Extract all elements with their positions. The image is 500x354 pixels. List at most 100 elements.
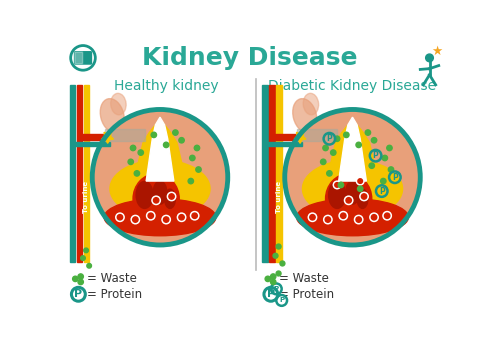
Bar bbox=[76, 142, 110, 147]
Circle shape bbox=[270, 279, 276, 285]
Circle shape bbox=[308, 213, 316, 222]
Circle shape bbox=[78, 279, 84, 285]
Circle shape bbox=[324, 215, 332, 224]
Ellipse shape bbox=[346, 181, 360, 204]
Bar bbox=[70, 85, 75, 262]
Circle shape bbox=[168, 192, 176, 201]
Text: To urine: To urine bbox=[276, 181, 281, 212]
Circle shape bbox=[339, 211, 347, 220]
Text: = Waste: = Waste bbox=[280, 272, 329, 285]
Circle shape bbox=[382, 155, 388, 161]
Text: To urine: To urine bbox=[158, 121, 164, 153]
Bar bbox=[82, 134, 106, 140]
Circle shape bbox=[164, 142, 169, 148]
Circle shape bbox=[84, 248, 88, 253]
Text: Healthy kidney: Healthy kidney bbox=[114, 79, 218, 93]
Circle shape bbox=[116, 213, 124, 222]
Circle shape bbox=[151, 132, 156, 138]
Circle shape bbox=[358, 186, 363, 192]
Circle shape bbox=[270, 274, 276, 279]
Ellipse shape bbox=[133, 174, 179, 224]
Circle shape bbox=[130, 145, 136, 151]
Bar bbox=[268, 142, 302, 147]
Bar bbox=[262, 85, 268, 262]
Circle shape bbox=[164, 217, 169, 222]
Circle shape bbox=[178, 213, 186, 222]
Ellipse shape bbox=[302, 160, 402, 218]
Text: = Protein: = Protein bbox=[280, 288, 334, 301]
Circle shape bbox=[320, 159, 326, 165]
Circle shape bbox=[330, 150, 336, 155]
Ellipse shape bbox=[110, 160, 210, 218]
Ellipse shape bbox=[292, 99, 317, 133]
Circle shape bbox=[344, 196, 353, 205]
Bar bbox=[274, 134, 298, 140]
Circle shape bbox=[80, 256, 86, 261]
Circle shape bbox=[179, 138, 184, 143]
FancyBboxPatch shape bbox=[104, 129, 144, 141]
Circle shape bbox=[78, 274, 84, 279]
Text: P: P bbox=[279, 297, 284, 303]
Circle shape bbox=[362, 194, 366, 199]
Circle shape bbox=[284, 109, 420, 245]
Circle shape bbox=[325, 217, 330, 222]
Circle shape bbox=[87, 263, 92, 268]
Bar bbox=[77, 85, 82, 262]
Circle shape bbox=[72, 276, 78, 281]
Circle shape bbox=[146, 211, 155, 220]
Circle shape bbox=[387, 145, 392, 151]
Circle shape bbox=[276, 244, 281, 249]
Circle shape bbox=[276, 271, 281, 276]
Text: P: P bbox=[372, 151, 378, 160]
Circle shape bbox=[92, 109, 228, 245]
Circle shape bbox=[358, 179, 362, 183]
Ellipse shape bbox=[328, 182, 345, 209]
Circle shape bbox=[196, 167, 201, 172]
Text: = Protein: = Protein bbox=[87, 288, 142, 301]
Circle shape bbox=[190, 155, 195, 161]
FancyBboxPatch shape bbox=[297, 129, 337, 141]
Text: P: P bbox=[274, 286, 279, 292]
Ellipse shape bbox=[153, 181, 167, 204]
Circle shape bbox=[190, 211, 199, 220]
Bar bbox=[84, 85, 89, 262]
Circle shape bbox=[383, 211, 392, 220]
Text: P: P bbox=[392, 173, 398, 182]
Text: Diabetic Kidney Disease: Diabetic Kidney Disease bbox=[268, 79, 436, 93]
Circle shape bbox=[310, 215, 315, 220]
Ellipse shape bbox=[357, 189, 368, 209]
Circle shape bbox=[333, 181, 341, 189]
Circle shape bbox=[152, 196, 160, 205]
Ellipse shape bbox=[136, 182, 153, 209]
FancyBboxPatch shape bbox=[75, 52, 82, 64]
Circle shape bbox=[154, 198, 159, 203]
Bar bbox=[270, 85, 274, 262]
Circle shape bbox=[148, 213, 154, 218]
Circle shape bbox=[338, 182, 344, 188]
Circle shape bbox=[323, 145, 328, 151]
Circle shape bbox=[138, 150, 143, 155]
Circle shape bbox=[179, 215, 184, 220]
Bar bbox=[276, 85, 281, 262]
FancyBboxPatch shape bbox=[74, 52, 92, 64]
Circle shape bbox=[365, 130, 370, 135]
Circle shape bbox=[273, 253, 278, 258]
Ellipse shape bbox=[104, 199, 216, 236]
Circle shape bbox=[426, 54, 434, 62]
Circle shape bbox=[134, 171, 140, 176]
Circle shape bbox=[280, 261, 285, 266]
Polygon shape bbox=[338, 117, 366, 181]
Circle shape bbox=[344, 132, 349, 138]
Text: P: P bbox=[74, 289, 82, 299]
Polygon shape bbox=[133, 120, 187, 185]
Circle shape bbox=[370, 213, 378, 222]
Text: = Waste: = Waste bbox=[87, 272, 136, 285]
Ellipse shape bbox=[110, 93, 126, 115]
Ellipse shape bbox=[100, 99, 124, 133]
Circle shape bbox=[118, 215, 122, 220]
Circle shape bbox=[384, 213, 390, 218]
Circle shape bbox=[335, 183, 340, 187]
Text: To urine: To urine bbox=[83, 181, 89, 212]
Text: P: P bbox=[326, 134, 332, 143]
Circle shape bbox=[132, 217, 138, 222]
